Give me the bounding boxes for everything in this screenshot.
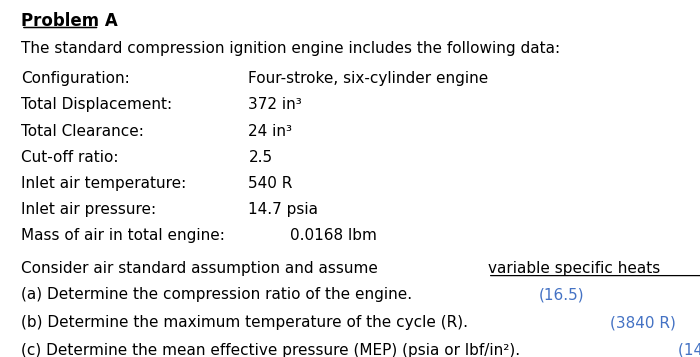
Text: Configuration:: Configuration: bbox=[21, 71, 130, 86]
Text: Mass of air in total engine:: Mass of air in total engine: bbox=[21, 228, 225, 243]
Text: 14.7 psia: 14.7 psia bbox=[248, 202, 318, 217]
Text: Cut-off ratio:: Cut-off ratio: bbox=[21, 150, 118, 165]
Text: Total Clearance:: Total Clearance: bbox=[21, 124, 144, 139]
Text: (b) Determine the maximum temperature of the cycle (R).: (b) Determine the maximum temperature of… bbox=[21, 315, 477, 330]
Text: Inlet air pressure:: Inlet air pressure: bbox=[21, 202, 156, 217]
Text: (c) Determine the mean effective pressure (MEP) (psia or lbf/in²).: (c) Determine the mean effective pressur… bbox=[21, 343, 530, 357]
Text: 24 in³: 24 in³ bbox=[248, 124, 293, 139]
Text: (3840 R): (3840 R) bbox=[610, 315, 676, 330]
Text: 372 in³: 372 in³ bbox=[248, 97, 302, 112]
Text: 2.5: 2.5 bbox=[248, 150, 272, 165]
Text: 540 R: 540 R bbox=[248, 176, 293, 191]
Text: Problem A: Problem A bbox=[21, 12, 118, 30]
Text: variable specific heats: variable specific heats bbox=[488, 261, 660, 276]
Text: Inlet air temperature:: Inlet air temperature: bbox=[21, 176, 186, 191]
Text: 0.0168 lbm: 0.0168 lbm bbox=[290, 228, 377, 243]
Text: (16.5): (16.5) bbox=[538, 287, 584, 302]
Text: Four-stroke, six-cylinder engine: Four-stroke, six-cylinder engine bbox=[248, 71, 489, 86]
Text: (149.9 psia): (149.9 psia) bbox=[678, 343, 700, 357]
Text: Total Displacement:: Total Displacement: bbox=[21, 97, 172, 112]
Text: Consider air standard assumption and assume: Consider air standard assumption and ass… bbox=[21, 261, 383, 276]
Text: (a) Determine the compression ratio of the engine.: (a) Determine the compression ratio of t… bbox=[21, 287, 422, 302]
Text: The standard compression ignition engine includes the following data:: The standard compression ignition engine… bbox=[21, 41, 560, 56]
